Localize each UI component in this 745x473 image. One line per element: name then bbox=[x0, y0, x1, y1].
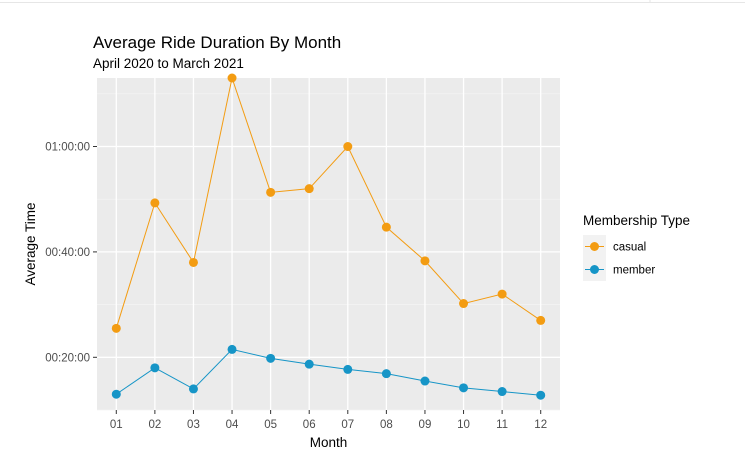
data-point-casual bbox=[381, 222, 391, 232]
x-tick-label: 11 bbox=[496, 419, 508, 431]
data-point-member bbox=[497, 387, 507, 397]
data-point-member bbox=[266, 353, 276, 363]
minor-gridlines bbox=[97, 93, 560, 411]
y-axis-title: Average Time bbox=[23, 202, 38, 285]
data-point-member bbox=[304, 359, 314, 369]
x-tick-label: 07 bbox=[341, 419, 354, 431]
chart-title: Average Ride Duration By Month bbox=[93, 33, 341, 52]
series-line-member bbox=[116, 348, 541, 396]
data-point-member bbox=[420, 376, 430, 386]
x-tick-label: 10 bbox=[457, 419, 470, 431]
data-point-casual bbox=[304, 184, 314, 194]
x-tick-label: 04 bbox=[226, 419, 239, 431]
x-tick-label: 01 bbox=[110, 419, 123, 431]
data-point-casual bbox=[266, 187, 276, 197]
data-point-member bbox=[111, 389, 121, 399]
data-point-casual bbox=[343, 142, 353, 152]
series-layer bbox=[111, 73, 546, 400]
y-tick-label: 00:20:00 bbox=[45, 352, 90, 364]
data-point-member bbox=[227, 344, 237, 354]
data-point-casual bbox=[497, 289, 507, 299]
major-gridlines bbox=[97, 78, 560, 410]
data-point-casual bbox=[150, 198, 160, 208]
legend: Membership Type casual member bbox=[583, 213, 690, 281]
axes: 00:20:00 00:40:00 01:00:00 01 02 03 04 05 06 07 08… bbox=[45, 142, 547, 431]
y-tick-label: 01:00:00 bbox=[45, 142, 90, 154]
legend-title: Membership Type bbox=[583, 213, 690, 228]
series-line-casual bbox=[115, 76, 541, 329]
data-point-casual bbox=[188, 257, 198, 267]
x-tick-label: 09 bbox=[419, 419, 432, 431]
data-point-casual bbox=[227, 73, 237, 83]
data-point-casual bbox=[111, 323, 121, 333]
x-tick-label: 03 bbox=[187, 419, 200, 431]
legend-label-casual: casual bbox=[613, 242, 646, 254]
data-point-casual bbox=[536, 315, 546, 325]
x-tick-label: 12 bbox=[534, 419, 547, 431]
data-point-casual bbox=[459, 299, 469, 309]
chart-subtitle: April 2020 to March 2021 bbox=[93, 56, 244, 71]
x-tick-label: 08 bbox=[380, 419, 393, 431]
x-tick-label: 05 bbox=[264, 419, 277, 431]
legend-key-point-member bbox=[590, 265, 599, 274]
y-tick-label: 00:40:00 bbox=[45, 247, 90, 259]
x-tick-label: 06 bbox=[303, 419, 316, 431]
data-point-member bbox=[459, 383, 469, 393]
data-point-member bbox=[150, 363, 160, 373]
data-point-member bbox=[188, 384, 198, 394]
data-point-member bbox=[536, 390, 546, 400]
data-point-member bbox=[343, 364, 353, 374]
legend-key-point-casual bbox=[590, 242, 599, 251]
data-point-member bbox=[381, 369, 391, 379]
x-axis-title: Month bbox=[310, 435, 348, 450]
x-tick-label: 02 bbox=[148, 419, 161, 431]
plot-panel bbox=[97, 78, 560, 410]
legend-label-member: member bbox=[613, 265, 655, 277]
data-point-casual bbox=[420, 256, 430, 266]
